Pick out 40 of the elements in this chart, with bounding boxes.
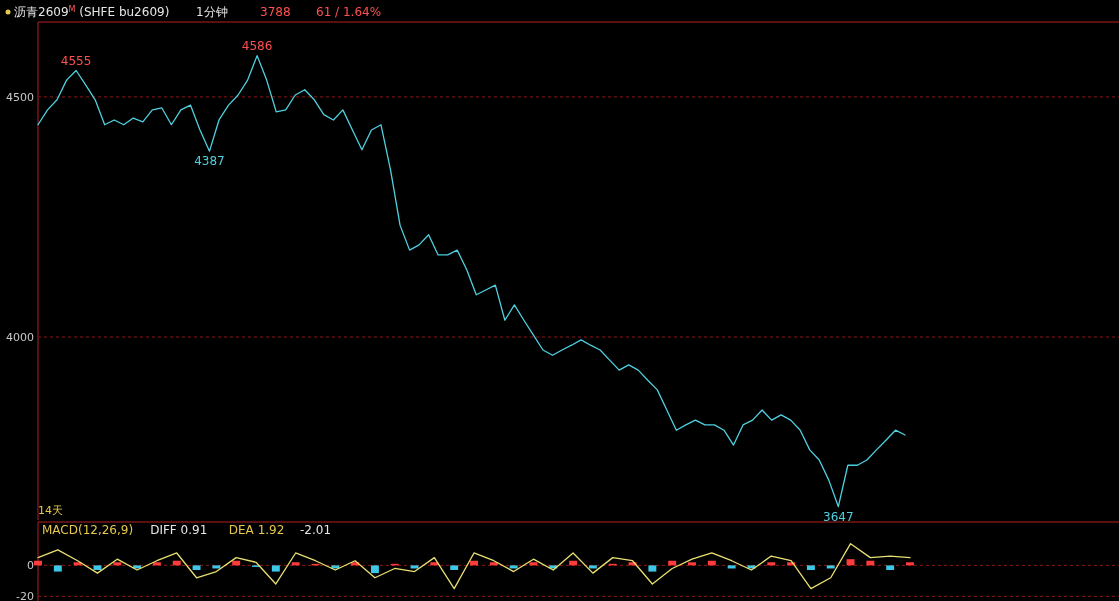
bar — [529, 562, 538, 566]
annotation: MACD(12,26,9) — [42, 523, 134, 537]
bar — [192, 565, 201, 571]
annotation: 14天 — [38, 504, 63, 517]
bar — [370, 565, 379, 574]
bar — [806, 565, 815, 571]
annotation: 4555 — [60, 53, 92, 68]
bar — [648, 565, 657, 572]
bar — [291, 562, 300, 566]
bar — [906, 562, 914, 566]
bar — [410, 565, 419, 569]
bar — [846, 559, 855, 566]
y-tick-label: 4500 — [6, 90, 34, 104]
annotation: -2.01 — [300, 523, 332, 537]
bar — [886, 565, 895, 571]
line-series — [37, 543, 911, 590]
bar — [588, 565, 597, 569]
annotation: DIFF 0.91 — [150, 523, 208, 537]
bar — [450, 565, 459, 571]
annotation: DEA 1.92 — [228, 523, 285, 537]
bar — [212, 565, 221, 569]
text: 61 / 1.64% — [316, 5, 382, 19]
bar — [688, 562, 696, 566]
annotation: 4387 — [194, 154, 225, 169]
bar — [767, 562, 776, 566]
bar — [113, 562, 122, 566]
chart-subtitle: 1分钟 — [196, 5, 228, 19]
y-tick-label: 4000 — [6, 331, 34, 345]
chart-title: 沥青2609$^{M}$ (SHFE bu2609) — [14, 4, 170, 19]
y-tick-label: -20 — [16, 590, 34, 601]
annotation: 4586 — [241, 38, 273, 53]
bar — [509, 565, 518, 569]
text: 3788 — [260, 5, 291, 19]
bar — [826, 565, 835, 569]
y-tick-label: 0 — [27, 559, 34, 573]
bar — [53, 565, 62, 572]
bar — [727, 565, 736, 569]
bar — [271, 565, 280, 572]
annotation: 3647 — [823, 509, 854, 524]
bar — [93, 565, 102, 571]
